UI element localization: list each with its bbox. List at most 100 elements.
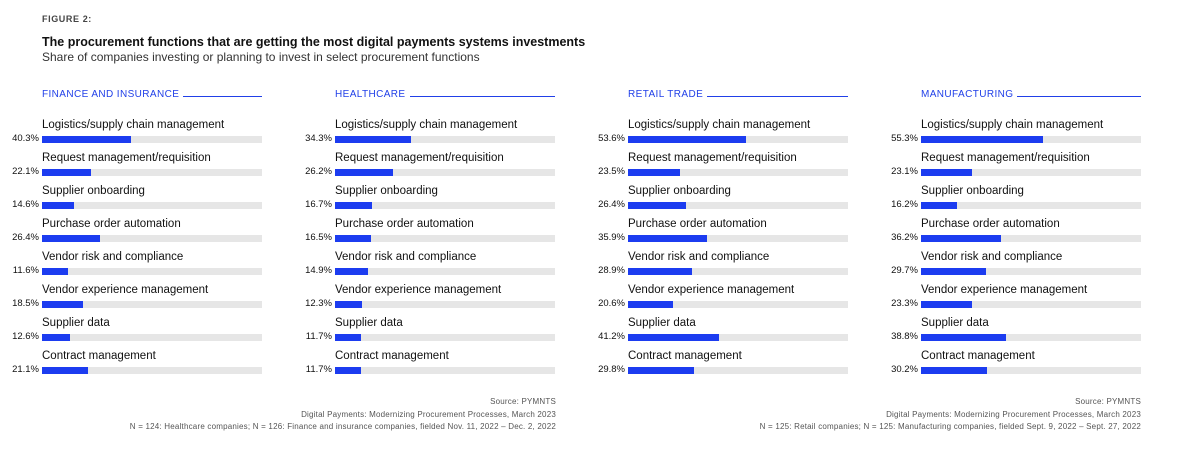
bar-row: Vendor risk and compliance 14.9%	[305, 251, 555, 284]
bar-list: Logistics/supply chain management 53.6% Re…	[598, 119, 848, 383]
category-label: Supplier data	[335, 317, 403, 329]
bar	[42, 334, 70, 341]
bar	[335, 235, 372, 242]
bar-track	[335, 202, 555, 209]
category-label: Purchase order automation	[42, 218, 181, 230]
category-label: Vendor experience management	[42, 284, 209, 296]
value-label: 30.2%	[891, 364, 918, 375]
bar-track	[628, 334, 848, 341]
value-label: 29.8%	[598, 364, 625, 375]
bar	[335, 169, 393, 176]
value-label: 14.9%	[305, 265, 332, 276]
bar-row: Request management/requisition 23.1%	[891, 152, 1141, 185]
bar	[921, 136, 1043, 143]
chart-subtitle: Share of companies investing or planning…	[42, 50, 480, 64]
value-label: 23.1%	[891, 166, 918, 177]
bar-track	[628, 169, 848, 176]
bar	[42, 169, 91, 176]
source-text: Source: PYMNTS	[490, 397, 556, 406]
category-label: Request management/requisition	[42, 152, 211, 164]
bar-row: Request management/requisition 22.1%	[12, 152, 262, 185]
bar-track	[42, 235, 262, 242]
bar	[921, 334, 1007, 341]
category-label: Contract management	[42, 350, 156, 362]
bar-track	[628, 136, 848, 143]
value-label: 12.6%	[12, 331, 39, 342]
value-label: 11.7%	[305, 364, 332, 375]
bar-track	[335, 367, 555, 374]
category-label: Request management/requisition	[628, 152, 797, 164]
panel-title: MANUFACTURING	[921, 88, 1014, 100]
bar-row: Contract management 29.8%	[598, 350, 848, 383]
bar	[628, 367, 694, 374]
bar-list: Logistics/supply chain management 34.3% Re…	[305, 119, 555, 383]
bar-track	[42, 169, 262, 176]
value-label: 29.7%	[891, 265, 918, 276]
bar-row: Purchase order automation 16.5%	[305, 218, 555, 251]
category-label: Logistics/supply chain management	[628, 119, 811, 131]
category-label: Vendor experience management	[921, 284, 1088, 296]
bar-track	[921, 268, 1141, 275]
panel-title: HEALTHCARE	[335, 88, 406, 100]
bar	[42, 367, 89, 374]
bar-row: Vendor risk and compliance 29.7%	[891, 251, 1141, 284]
panel-manufacturing: MANUFACTURING Logistics/supply chain mana…	[891, 88, 1141, 383]
bar-track	[921, 301, 1141, 308]
bar	[628, 235, 707, 242]
category-label: Contract management	[335, 350, 449, 362]
bar-row: Logistics/supply chain management 53.6%	[598, 119, 848, 152]
value-label: 55.3%	[891, 133, 918, 144]
bar-row: Request management/requisition 26.2%	[305, 152, 555, 185]
panel-header: RETAIL TRADE	[628, 88, 848, 100]
category-label: Vendor experience management	[335, 284, 502, 296]
bar-track	[628, 268, 848, 275]
category-label: Vendor experience management	[628, 284, 795, 296]
value-label: 23.3%	[891, 298, 918, 309]
category-label: Supplier onboarding	[42, 185, 145, 197]
bar	[921, 202, 957, 209]
bar-track	[921, 367, 1141, 374]
bar-row: Supplier onboarding 26.4%	[598, 185, 848, 218]
category-label: Supplier onboarding	[628, 185, 731, 197]
category-label: Contract management	[628, 350, 742, 362]
value-label: 26.2%	[305, 166, 332, 177]
category-label: Supplier onboarding	[335, 185, 438, 197]
bar-track	[42, 202, 262, 209]
bar	[335, 268, 368, 275]
bar-row: Supplier data 11.7%	[306, 317, 555, 350]
value-label: 35.9%	[598, 232, 625, 243]
value-label: 18.5%	[12, 298, 39, 309]
report-text: Digital Payments: Modernizing Procuremen…	[301, 409, 556, 419]
panel-title-rule	[707, 95, 848, 97]
bar-track	[335, 268, 555, 275]
value-label: 14.6%	[12, 199, 39, 210]
value-label: 36.2%	[891, 232, 918, 243]
bar-row: Supplier data 38.8%	[891, 317, 1141, 350]
value-label: 38.8%	[891, 331, 918, 342]
bar-row: Supplier onboarding 16.7%	[305, 185, 555, 218]
value-label: 16.2%	[891, 199, 918, 210]
category-label: Vendor risk and compliance	[628, 251, 770, 263]
bar	[42, 301, 83, 308]
panel-title: FINANCE AND INSURANCE	[42, 88, 180, 100]
category-label: Supplier data	[921, 317, 989, 329]
bar-row: Supplier data 41.2%	[598, 317, 848, 350]
bar	[628, 169, 680, 176]
bar-row: Vendor experience management 18.5%	[12, 284, 262, 317]
bar	[921, 169, 972, 176]
bar	[628, 301, 674, 308]
category-label: Supplier data	[42, 317, 110, 329]
bar	[921, 367, 988, 374]
panel-header: FINANCE AND INSURANCE	[42, 88, 262, 100]
bar	[921, 235, 1001, 242]
bar-row: Logistics/supply chain management 55.3%	[891, 119, 1141, 152]
value-label: 22.1%	[12, 166, 39, 177]
bar	[42, 136, 131, 143]
bar-row: Logistics/supply chain management 34.3%	[305, 119, 555, 152]
bar-row: Supplier onboarding 16.2%	[891, 185, 1141, 218]
bar-track	[42, 367, 262, 374]
source-text: Source: PYMNTS	[1075, 397, 1141, 406]
category-label: Vendor risk and compliance	[921, 251, 1063, 263]
bar-track	[42, 136, 262, 143]
bar-row: Request management/requisition 23.5%	[598, 152, 848, 185]
